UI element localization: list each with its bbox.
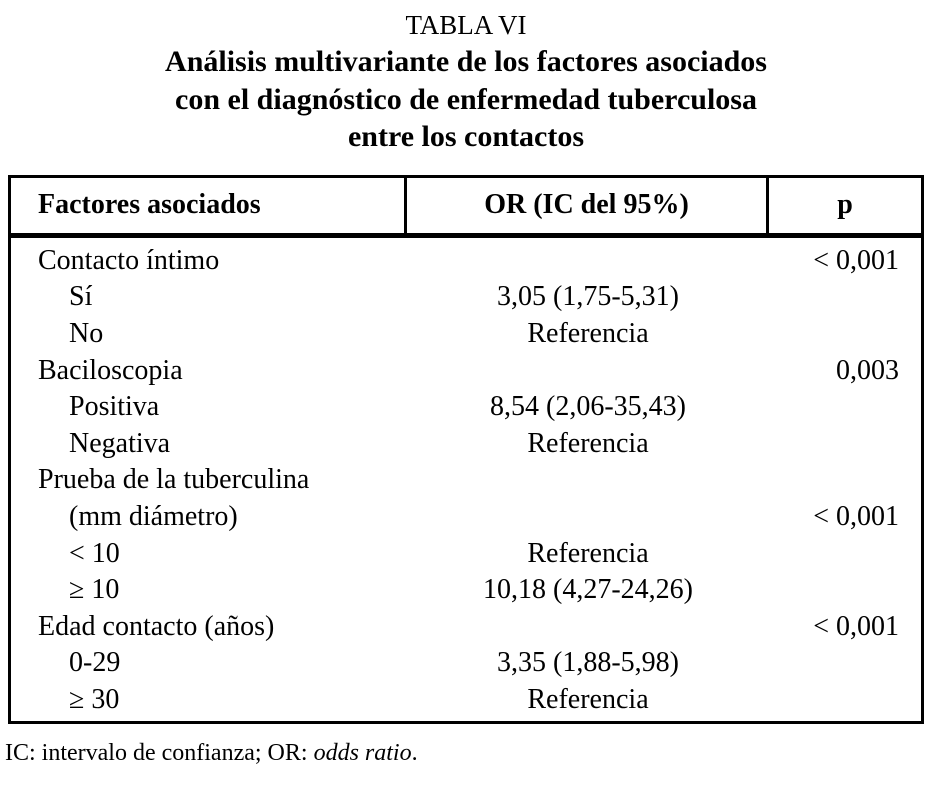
table-row: Baciloscopia 0,003 <box>11 352 921 389</box>
cell-label: Negativa <box>69 427 171 459</box>
cell-label: No <box>69 317 104 349</box>
cell-label: 0-29 <box>69 647 121 679</box>
table-body: Contacto íntimo < 0,001 Sí 3,05 (1,75-5,… <box>11 238 921 722</box>
table-row: ≥ 10 10,18 (4,27-24,26) <box>11 572 921 609</box>
cell-or: 10,18 (4,27-24,26) <box>483 574 693 606</box>
header-cell-p: p <box>837 189 853 220</box>
title-block: TABLA VI Análisis multivariante de los f… <box>0 0 932 156</box>
cell-p: < 0,001 <box>813 500 899 532</box>
cell-or: Referencia <box>527 317 649 349</box>
cell-or: Referencia <box>527 683 649 715</box>
table-row: Negativa Referencia <box>11 425 921 462</box>
table-row: Edad contacto (años) < 0,001 <box>11 608 921 645</box>
cell-or: 3,35 (1,88-5,98) <box>497 647 679 679</box>
cell-label: Prueba de la tuberculina <box>38 464 310 496</box>
table-row: ≥ 30 Referencia <box>11 682 921 719</box>
table-row: 0-29 3,35 (1,88-5,98) <box>11 645 921 682</box>
table-row: Sí 3,05 (1,75-5,31) <box>11 279 921 316</box>
cell-label: Sí <box>69 281 93 313</box>
footnote-italic-text: odds ratio <box>313 740 412 767</box>
table-title-line-1: Análisis multivariante de los factores a… <box>165 45 767 78</box>
table-row: Contacto íntimo < 0,001 <box>11 243 921 280</box>
table-header-row: Factores asociados OR (IC del 95%) p <box>11 177 921 238</box>
cell-or: 8,54 (2,06-35,43) <box>490 391 686 423</box>
table-row: No Referencia <box>11 316 921 353</box>
footnote-suffix: . <box>411 740 418 767</box>
table-title-line-3: entre los contactos <box>347 120 585 153</box>
data-table: Factores asociados OR (IC del 95%) p Con… <box>8 174 924 725</box>
cell-or: 3,05 (1,75-5,31) <box>497 281 679 313</box>
header-cell-factors: Factores asociados <box>11 177 407 233</box>
cell-label: ≥ 10 <box>69 574 120 606</box>
footnote: IC: intervalo de confianza; OR: odds rat… <box>5 738 932 768</box>
table-row: (mm diámetro) < 0,001 <box>11 499 921 536</box>
table-title-line-2: con el diagnóstico de enfermedad tubercu… <box>175 82 757 116</box>
header-cell-or: OR (IC del 95%) <box>407 177 769 233</box>
footnote-text: IC: intervalo de confianza; OR: <box>5 740 314 767</box>
table-row: Prueba de la tuberculina <box>11 462 921 499</box>
cell-p: 0,003 <box>836 354 899 386</box>
table-row: Positiva 8,54 (2,06-35,43) <box>11 389 921 426</box>
cell-label: < 10 <box>69 537 120 569</box>
cell-or: Referencia <box>527 537 649 569</box>
cell-p: < 0,001 <box>813 610 899 642</box>
cell-label: (mm diámetro) <box>69 500 238 532</box>
cell-p: < 0,001 <box>813 244 899 276</box>
cell-label: Contacto íntimo <box>38 244 220 276</box>
table-number-label: TABLA VI <box>405 10 527 40</box>
cell-label: Baciloscopia <box>38 354 183 386</box>
cell-label: ≥ 30 <box>69 683 120 715</box>
cell-or: Referencia <box>527 427 649 459</box>
cell-label: Positiva <box>69 391 160 423</box>
cell-label: Edad contacto (años) <box>38 610 275 642</box>
table-row: < 10 Referencia <box>11 535 921 572</box>
